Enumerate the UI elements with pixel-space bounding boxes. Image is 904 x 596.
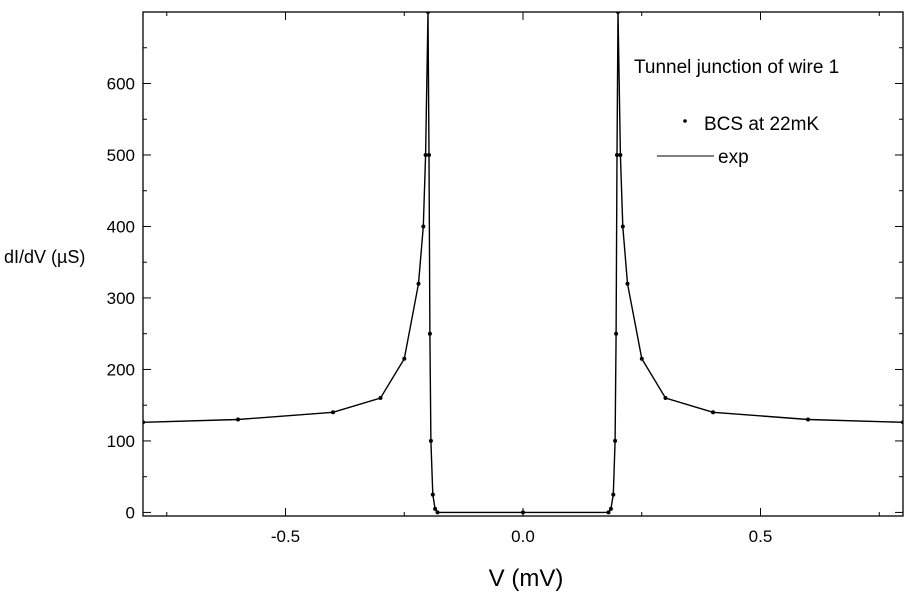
series-point-bcs [427, 153, 431, 157]
y-axis-label: dI/dV (µS) [4, 247, 85, 267]
series-point-bcs [711, 410, 715, 414]
series-point-bcs [640, 357, 644, 361]
y-tick-label: 300 [107, 289, 135, 308]
series-line-exp [143, 12, 903, 512]
series-point-bcs [626, 282, 630, 286]
y-tick-label: 500 [107, 146, 135, 165]
series-point-bcs [616, 10, 620, 14]
legend-marker-bcs [683, 119, 687, 123]
series-point-bcs [417, 282, 421, 286]
plot-frame [143, 12, 903, 516]
series-point-bcs [429, 439, 433, 443]
x-tick-label: 0.5 [749, 527, 773, 546]
series-point-bcs [436, 510, 440, 514]
plot-frame-border [143, 12, 903, 516]
series-point-bcs [433, 507, 437, 511]
series-point-bcs [421, 225, 425, 229]
series-point-bcs [609, 507, 613, 511]
series-point-bcs [428, 332, 432, 336]
y-tick-label: 100 [107, 432, 135, 451]
series-point-bcs [664, 396, 668, 400]
legend-label-exp: exp [718, 147, 749, 168]
x-axis-ticks: -0.5 0.0 0.5 [167, 12, 880, 546]
series-point-bcs [614, 332, 618, 336]
legend: Tunnel junction of wire 1 BCS at 22mK ex… [634, 57, 839, 168]
series-point-bcs [431, 493, 435, 497]
series-point-bcs [331, 410, 335, 414]
x-tick-label: 0.0 [511, 527, 535, 546]
series-point-bcs [621, 225, 625, 229]
y-tick-label: 400 [107, 217, 135, 236]
series-point-bcs [236, 418, 240, 422]
series-point-bcs [607, 510, 611, 514]
y-tick-label: 200 [107, 360, 135, 379]
legend-title: Tunnel junction of wire 1 [634, 57, 839, 78]
legend-label-bcs: BCS at 22mK [704, 114, 819, 135]
series-point-bcs [141, 420, 145, 424]
x-tick-label: -0.5 [271, 527, 300, 546]
series-point-bcs [521, 510, 525, 514]
series-layer [141, 10, 904, 514]
series-point-bcs [806, 418, 810, 422]
series-point-bcs [618, 153, 622, 157]
series-point-bcs [379, 396, 383, 400]
y-tick-label: 600 [107, 74, 135, 93]
x-axis-label: V (mV) [489, 565, 564, 592]
series-point-bcs [611, 493, 615, 497]
series-point-bcs [613, 439, 617, 443]
y-tick-label: 0 [126, 503, 135, 522]
series-point-bcs [426, 10, 430, 14]
series-point-bcs [402, 357, 406, 361]
